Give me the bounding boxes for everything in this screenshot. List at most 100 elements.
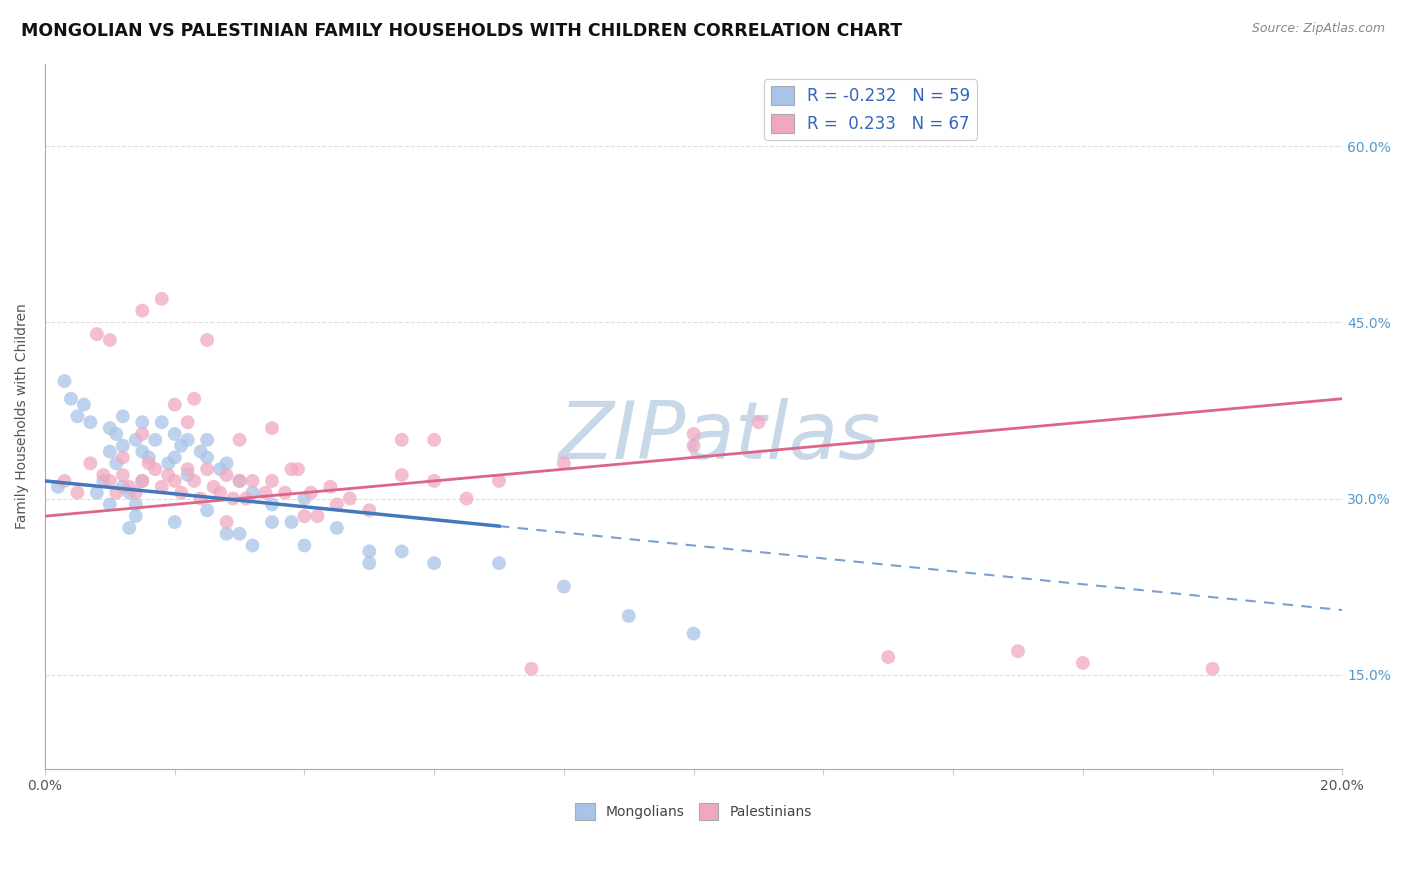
Point xyxy=(183,392,205,406)
Point xyxy=(131,444,153,458)
Point xyxy=(138,456,160,470)
Point xyxy=(150,415,173,429)
Point xyxy=(222,491,245,506)
Point xyxy=(242,474,264,488)
Point xyxy=(391,468,413,483)
Point xyxy=(157,468,180,483)
Point xyxy=(280,462,302,476)
Point xyxy=(176,462,198,476)
Point xyxy=(73,398,96,412)
Point xyxy=(319,480,342,494)
Point xyxy=(1201,662,1223,676)
Point xyxy=(131,303,153,318)
Point xyxy=(195,503,218,517)
Point xyxy=(228,474,250,488)
Point xyxy=(1071,656,1094,670)
Point xyxy=(105,426,128,441)
Point xyxy=(105,485,128,500)
Point xyxy=(66,485,89,500)
Point xyxy=(520,662,543,676)
Point xyxy=(86,485,108,500)
Point xyxy=(423,474,446,488)
Point xyxy=(260,421,283,435)
Point xyxy=(150,480,173,494)
Point xyxy=(79,456,101,470)
Point xyxy=(125,509,148,524)
Point xyxy=(170,439,193,453)
Point xyxy=(86,327,108,342)
Point xyxy=(190,444,212,458)
Point xyxy=(260,474,283,488)
Point xyxy=(359,556,381,570)
Point xyxy=(456,491,478,506)
Point xyxy=(617,609,640,624)
Point xyxy=(118,480,141,494)
Point xyxy=(195,450,218,465)
Point xyxy=(747,415,769,429)
Point xyxy=(359,503,381,517)
Point xyxy=(299,485,322,500)
Point xyxy=(359,544,381,558)
Point xyxy=(131,426,153,441)
Point xyxy=(326,521,349,535)
Point xyxy=(98,474,121,488)
Point xyxy=(163,398,186,412)
Point xyxy=(287,462,309,476)
Point xyxy=(46,480,69,494)
Point xyxy=(111,480,134,494)
Point xyxy=(53,474,76,488)
Point xyxy=(157,456,180,470)
Point xyxy=(254,485,277,500)
Point xyxy=(280,515,302,529)
Point xyxy=(98,497,121,511)
Point xyxy=(242,539,264,553)
Point xyxy=(215,456,238,470)
Text: Source: ZipAtlas.com: Source: ZipAtlas.com xyxy=(1251,22,1385,36)
Point xyxy=(682,439,704,453)
Point xyxy=(93,468,115,483)
Y-axis label: Family Households with Children: Family Households with Children xyxy=(15,303,30,529)
Point xyxy=(111,409,134,424)
Point xyxy=(215,468,238,483)
Point xyxy=(307,509,329,524)
Point xyxy=(143,462,166,476)
Point xyxy=(488,556,510,570)
Point xyxy=(98,421,121,435)
Point xyxy=(150,292,173,306)
Point xyxy=(176,433,198,447)
Point xyxy=(176,415,198,429)
Point xyxy=(391,433,413,447)
Point xyxy=(66,409,89,424)
Point xyxy=(111,468,134,483)
Point xyxy=(143,433,166,447)
Point xyxy=(260,515,283,529)
Point xyxy=(553,456,575,470)
Point xyxy=(138,450,160,465)
Point xyxy=(228,433,250,447)
Point xyxy=(183,474,205,488)
Point xyxy=(260,497,283,511)
Point xyxy=(326,497,349,511)
Point xyxy=(215,526,238,541)
Point xyxy=(235,491,257,506)
Point xyxy=(79,415,101,429)
Point xyxy=(190,491,212,506)
Point xyxy=(294,491,316,506)
Point xyxy=(111,450,134,465)
Point xyxy=(294,509,316,524)
Point xyxy=(163,474,186,488)
Point xyxy=(202,480,225,494)
Point xyxy=(195,333,218,347)
Point xyxy=(125,485,148,500)
Point xyxy=(131,474,153,488)
Point xyxy=(209,462,232,476)
Point xyxy=(423,556,446,570)
Point xyxy=(59,392,82,406)
Point xyxy=(125,497,148,511)
Point xyxy=(93,474,115,488)
Point xyxy=(131,415,153,429)
Text: ZIPatlas: ZIPatlas xyxy=(558,399,880,476)
Point xyxy=(339,491,361,506)
Point xyxy=(98,444,121,458)
Point xyxy=(274,485,297,500)
